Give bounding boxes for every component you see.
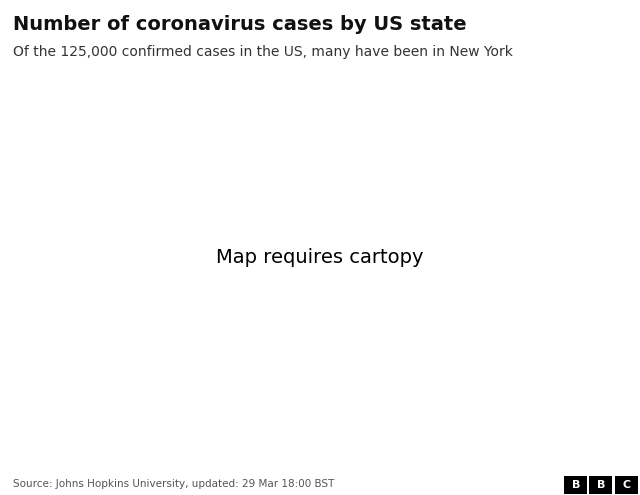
Bar (564, 476, 587, 494)
Text: C: C (623, 480, 630, 490)
Text: Number of coronavirus cases by US state: Number of coronavirus cases by US state (13, 15, 467, 34)
Text: Of the 125,000 confirmed cases in the US, many have been in New York: Of the 125,000 confirmed cases in the US… (13, 45, 513, 58)
Text: B: B (572, 480, 580, 490)
Bar (614, 476, 637, 494)
Text: B: B (597, 480, 605, 490)
Text: Map requires cartopy: Map requires cartopy (216, 248, 424, 267)
Text: Source: Johns Hopkins University, updated: 29 Mar 18:00 BST: Source: Johns Hopkins University, update… (13, 479, 334, 489)
Bar (589, 476, 612, 494)
